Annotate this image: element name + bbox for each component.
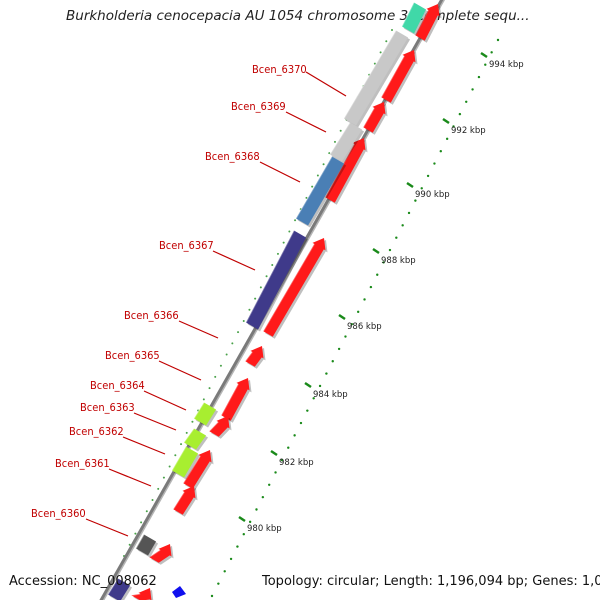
forward-cds-6 xyxy=(220,378,252,423)
kbp-label: 984 kbp xyxy=(313,390,348,400)
feature-blue-arrow xyxy=(172,586,186,598)
forward-cds-5 xyxy=(244,346,266,369)
feature-lime-6364 xyxy=(193,402,219,428)
gene-label-text: Bcen_6366 xyxy=(124,309,179,322)
feature-teal xyxy=(401,2,429,36)
gene-label-g6364: Bcen_6364 xyxy=(90,379,187,411)
feature-blue-6368 xyxy=(295,156,347,228)
gene-label-text: Bcen_6370 xyxy=(252,63,307,76)
forward-cds-2 xyxy=(362,102,388,135)
kbp-label: 994 kbp xyxy=(489,60,524,70)
feature-dark-6360 xyxy=(135,534,159,558)
leader-line xyxy=(158,360,202,381)
forward-cds-4 xyxy=(262,238,328,339)
gene-label-text: Bcen_6367 xyxy=(159,239,214,252)
feature-lime-6363 xyxy=(183,428,209,452)
leader-line xyxy=(178,320,219,339)
leader-line xyxy=(85,518,129,537)
leader-line xyxy=(143,390,187,411)
gene-label-g6365: Bcen_6365 xyxy=(105,349,202,381)
forward-cds-7 xyxy=(208,416,232,439)
gene-label-g6361: Bcen_6361 xyxy=(55,457,152,487)
leader-line xyxy=(212,250,256,271)
gene-label-g6368: Bcen_6368 xyxy=(205,150,301,183)
forward-cds-10 xyxy=(148,544,174,565)
kbp-label: 992 kbp xyxy=(451,126,486,136)
gene-label-text: Bcen_6362 xyxy=(69,425,124,438)
gene-label-g6363: Bcen_6363 xyxy=(80,401,177,431)
gene-label-g6370: Bcen_6370 xyxy=(252,63,347,97)
feature-purple-bottom xyxy=(107,578,133,600)
kbp-tick-1: 992 kbp xyxy=(442,117,486,136)
kbp-tick-4: 986 kbp xyxy=(338,313,382,332)
leader-line xyxy=(259,161,301,183)
feature-gray-6369 xyxy=(329,122,365,164)
kbp-label: 982 kbp xyxy=(279,458,314,468)
gene-label-text: Bcen_6368 xyxy=(205,150,260,163)
gene-label-text: Bcen_6360 xyxy=(31,507,86,520)
gene-label-text: Bcen_6365 xyxy=(105,349,160,362)
forward-cds-0 xyxy=(414,4,442,43)
kbp-tick-3: 988 kbp xyxy=(372,247,416,266)
feature-purple-6367 xyxy=(245,230,309,332)
kbp-tick-6: 982 kbp xyxy=(270,449,314,468)
forward-cds-9 xyxy=(172,486,198,517)
feature-gray-6370 xyxy=(343,30,411,128)
leader-line xyxy=(108,468,152,487)
kbp-tick-0: 994 kbp xyxy=(480,51,524,70)
forward-cds-11 xyxy=(131,588,154,600)
gene-label-text: Bcen_6369 xyxy=(231,100,286,113)
kbp-label: 990 kbp xyxy=(415,190,450,200)
forward-cds-8 xyxy=(182,450,214,491)
topology-text: Topology: circular; Length: 1,196,094 bp… xyxy=(262,574,600,589)
leader-line xyxy=(285,111,327,133)
gene-label-text: Bcen_6361 xyxy=(55,457,110,470)
kbp-label: 980 kbp xyxy=(247,524,282,534)
gene-label-g6360: Bcen_6360 xyxy=(31,507,129,537)
gene-label-g6366: Bcen_6366 xyxy=(124,309,219,339)
kbp-label: 986 kbp xyxy=(347,322,382,332)
leader-line xyxy=(122,436,166,455)
gene-label-g6362: Bcen_6362 xyxy=(69,425,166,455)
gene-label-g6367: Bcen_6367 xyxy=(159,239,256,271)
feature-lime-6362 xyxy=(171,446,201,480)
leader-line xyxy=(305,71,347,97)
leader-line xyxy=(133,412,177,431)
accession-text: Accession: NC_008062 xyxy=(9,574,157,589)
gene-label-text: Bcen_6364 xyxy=(90,379,145,392)
forward-cds-1 xyxy=(380,50,418,105)
gene-label-g6369: Bcen_6369 xyxy=(231,100,327,133)
gene-label-text: Bcen_6363 xyxy=(80,401,135,414)
kbp-label: 988 kbp xyxy=(381,256,416,266)
kbp-tick-5: 984 kbp xyxy=(304,381,348,400)
kbp-tick-7: 980 kbp xyxy=(238,515,282,534)
kbp-tick-2: 990 kbp xyxy=(406,181,450,200)
